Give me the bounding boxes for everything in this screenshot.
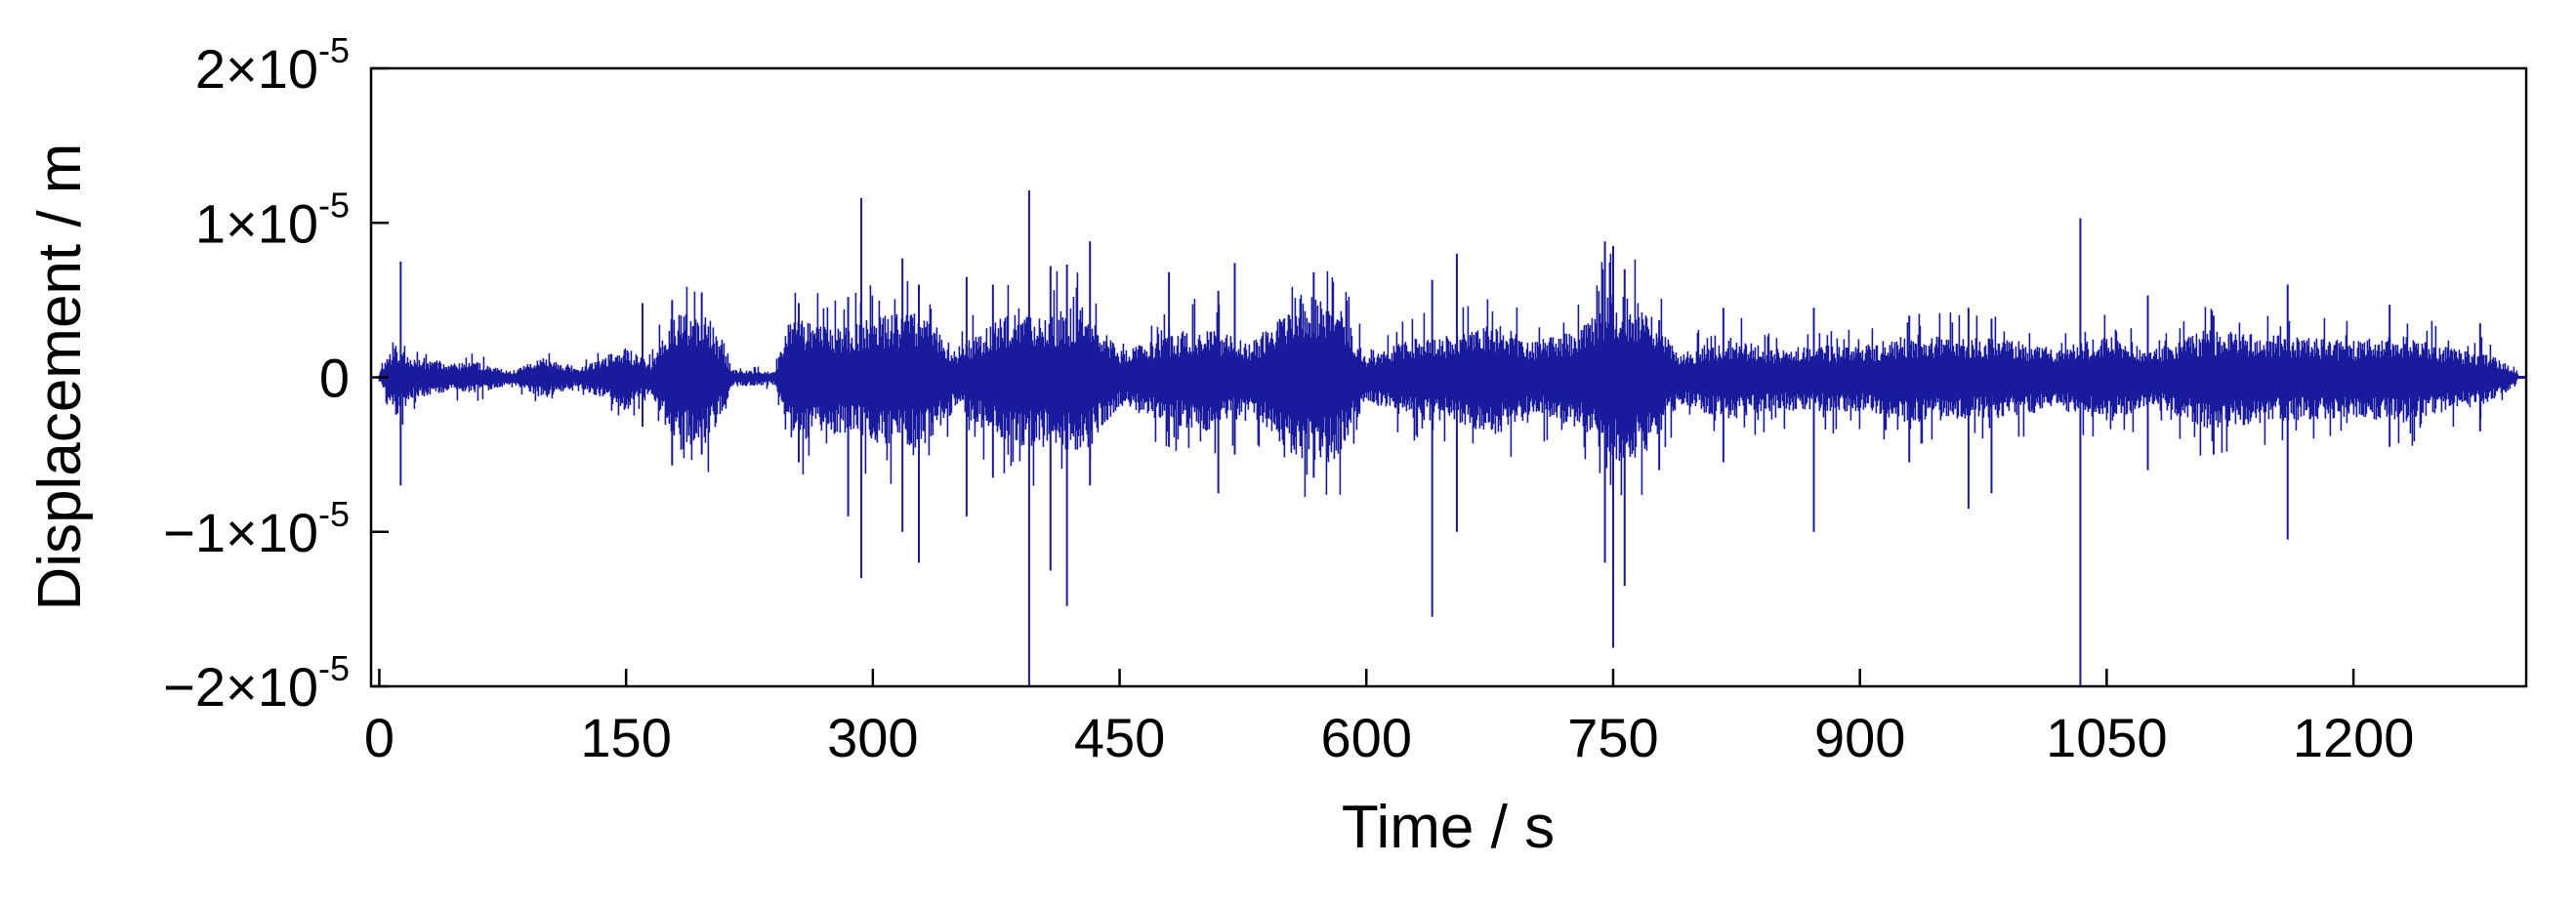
x-tick-label: 300 xyxy=(827,707,918,768)
y-tick-mantissa: −2 xyxy=(163,656,226,718)
x-axis: 0 150 300 450 600 750 900 1050 1200 xyxy=(364,669,2415,768)
y-tick-exponent: -5 xyxy=(318,30,350,70)
y-tick-times: ×10 xyxy=(226,502,318,563)
x-tick-label: 750 xyxy=(1567,707,1658,768)
plot-area xyxy=(378,190,2526,685)
y-tick-label: −1×10-5 xyxy=(163,494,350,563)
y-tick-label: −2×10-5 xyxy=(163,648,350,718)
y-tick-mantissa: 2 xyxy=(195,38,226,100)
x-axis-title: Time / s xyxy=(1342,794,1555,861)
y-tick-exponent: -5 xyxy=(318,494,350,534)
y-tick-mantissa: −1 xyxy=(163,502,226,563)
y-tick-mantissa: 1 xyxy=(195,192,226,254)
x-tick-label: 0 xyxy=(364,707,395,768)
x-tick-label: 1050 xyxy=(2046,707,2168,768)
y-tick-times: ×10 xyxy=(226,656,318,718)
y-tick-label: 2×10-5 xyxy=(195,30,350,100)
y-tick-label: 0 xyxy=(319,348,350,409)
y-axis: 2×10-51×10-50−1×10-5−2×10-5 xyxy=(163,30,389,718)
y-tick-exponent: -5 xyxy=(318,648,350,688)
y-tick-mantissa: 0 xyxy=(319,348,350,409)
x-tick-label: 150 xyxy=(580,707,671,768)
x-tick-label: 900 xyxy=(1814,707,1905,768)
y-tick-times: ×10 xyxy=(226,38,318,100)
x-tick-label: 1200 xyxy=(2293,707,2415,768)
signal-trace xyxy=(378,190,2526,685)
y-tick-label: 1×10-5 xyxy=(195,185,350,254)
y-tick-times: ×10 xyxy=(226,192,318,254)
y-tick-exponent: -5 xyxy=(318,185,350,225)
x-tick-label: 600 xyxy=(1321,707,1412,768)
y-axis-title: Displacement / m xyxy=(26,144,94,611)
x-tick-label: 450 xyxy=(1074,707,1165,768)
